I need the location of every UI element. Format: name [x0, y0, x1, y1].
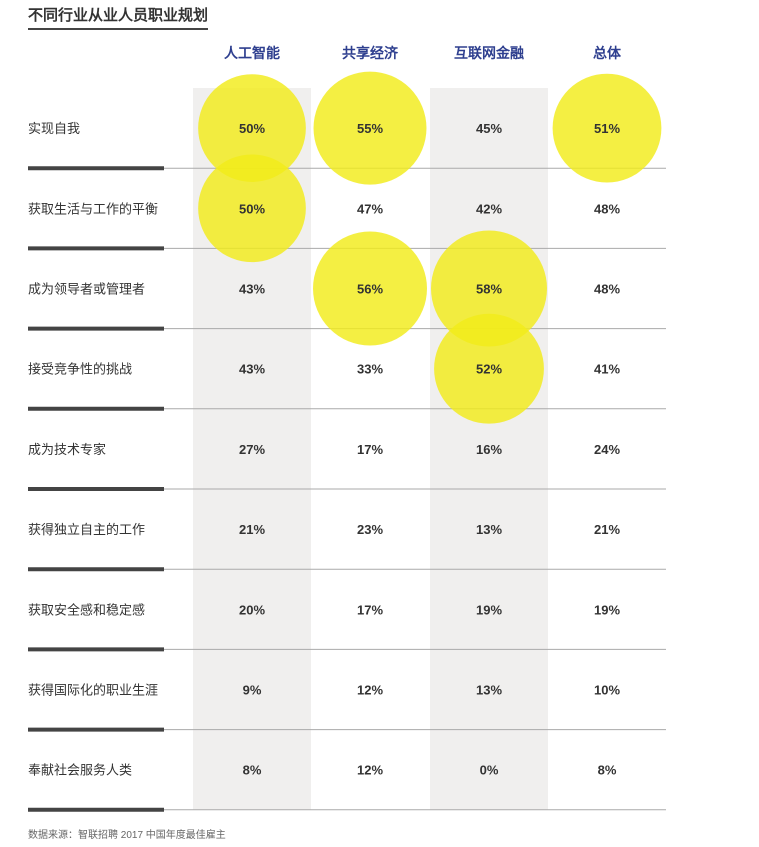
- row-label: 成为技术专家: [28, 442, 106, 457]
- data-value: 21%: [594, 522, 620, 537]
- data-value: 13%: [476, 683, 502, 698]
- highlight-bubble: [434, 313, 544, 424]
- data-value: 19%: [476, 602, 502, 617]
- data-value: 19%: [594, 602, 620, 617]
- highlight-bubble: [198, 74, 306, 182]
- row-label: 获取生活与工作的平衡: [28, 201, 158, 216]
- column-band: [430, 88, 548, 810]
- row-label: 接受竞争性的挑战: [28, 362, 132, 377]
- data-value: 41%: [594, 362, 620, 377]
- data-value: 43%: [239, 282, 265, 297]
- data-value: 33%: [357, 362, 383, 377]
- data-value: 48%: [594, 282, 620, 297]
- row-label: 实现自我: [28, 121, 80, 136]
- data-value: 55%: [357, 121, 383, 136]
- data-value: 8%: [598, 763, 617, 778]
- data-value: 8%: [243, 763, 262, 778]
- row-label: 获得国际化的职业生涯: [28, 683, 158, 698]
- data-value: 13%: [476, 522, 502, 537]
- data-value: 47%: [357, 201, 383, 216]
- data-value: 56%: [357, 282, 383, 297]
- data-value: 0%: [480, 763, 499, 778]
- data-value: 52%: [476, 362, 502, 377]
- highlight-bubble: [313, 71, 427, 185]
- data-value: 58%: [476, 282, 502, 297]
- highlight-bubble: [198, 154, 306, 263]
- row-label: 成为领导者或管理者: [28, 282, 145, 297]
- column-header: 共享经济: [342, 45, 399, 61]
- data-value: 50%: [239, 121, 265, 136]
- row-label: 奉献社会服务人类: [28, 763, 132, 778]
- data-value: 48%: [594, 201, 620, 216]
- data-value: 23%: [357, 522, 383, 537]
- data-value: 12%: [357, 683, 383, 698]
- data-value: 12%: [357, 763, 383, 778]
- highlight-bubble: [431, 230, 547, 347]
- row-label: 获取安全感和稳定感: [28, 602, 145, 617]
- data-value: 50%: [239, 201, 265, 216]
- data-value: 27%: [239, 442, 265, 457]
- data-value: 21%: [239, 522, 265, 537]
- data-value: 24%: [594, 442, 620, 457]
- data-value: 20%: [239, 602, 265, 617]
- column-header: 总体: [593, 45, 622, 61]
- row-label: 获得独立自主的工作: [28, 522, 145, 537]
- data-value: 51%: [594, 121, 620, 136]
- data-value: 17%: [357, 442, 383, 457]
- data-value: 9%: [243, 683, 262, 698]
- data-value: 16%: [476, 442, 502, 457]
- data-value: 17%: [357, 602, 383, 617]
- chart-title: 不同行业从业人员职业规划: [28, 6, 209, 30]
- data-value: 10%: [594, 683, 620, 698]
- highlight-bubble: [313, 231, 427, 346]
- highlight-bubble: [552, 73, 662, 183]
- column-header: 互联网金融: [454, 45, 524, 61]
- data-source-note: 数据来源：智联招聘 2017 中国年度最佳雇主: [28, 830, 226, 841]
- column-header: 人工智能: [224, 45, 280, 61]
- data-value: 42%: [476, 201, 502, 216]
- data-value: 43%: [239, 362, 265, 377]
- data-value: 45%: [476, 121, 502, 136]
